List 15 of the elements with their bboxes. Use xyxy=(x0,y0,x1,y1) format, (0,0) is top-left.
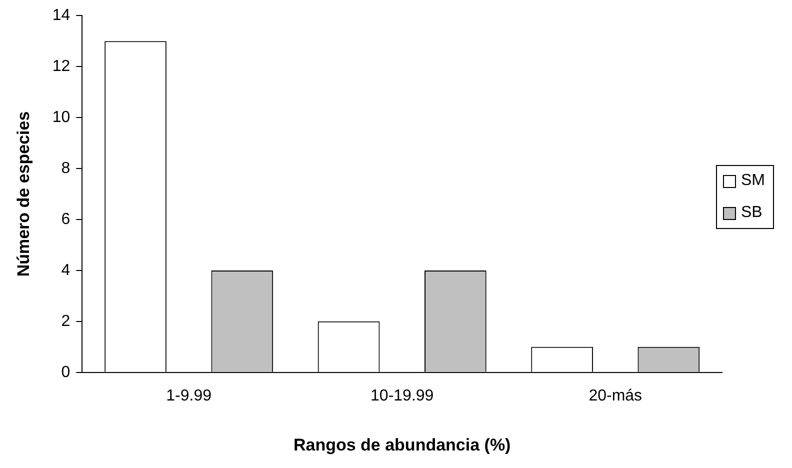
x-tick-label: 10-19.99 xyxy=(370,387,434,404)
y-tick-label: 6 xyxy=(61,210,70,228)
y-tick-label: 2 xyxy=(61,312,70,330)
legend-label: SB xyxy=(741,204,762,222)
x-tick-label: 1-9.99 xyxy=(166,387,212,404)
y-tick-label: 0 xyxy=(61,364,70,381)
x-tick-label: 20-más xyxy=(588,387,642,404)
text: SM xyxy=(741,172,765,190)
x-axis-title: Rangos de abundancia (%) xyxy=(293,435,511,454)
y-tick-label: 8 xyxy=(61,160,70,177)
y-tick-label: 4 xyxy=(61,262,70,279)
y-tick-label: 14 xyxy=(52,7,70,24)
y-axis-title: Número de especies xyxy=(14,111,33,277)
y-tick-label: 10 xyxy=(52,108,70,126)
y-tick-label: 12 xyxy=(52,58,70,75)
